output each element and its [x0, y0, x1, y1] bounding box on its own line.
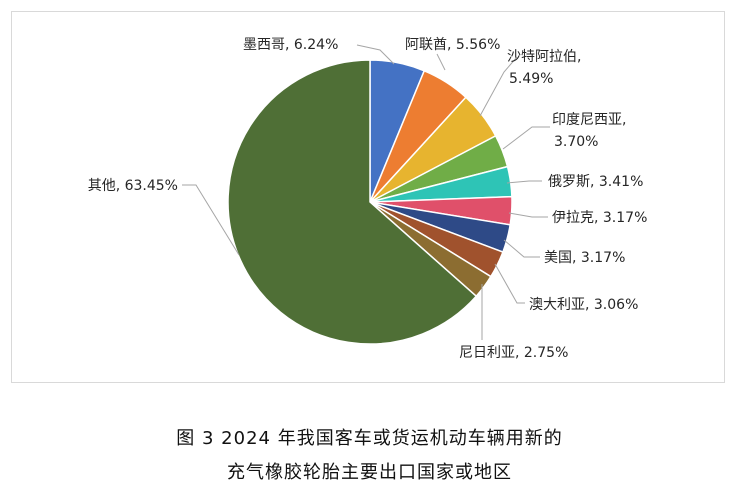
slice-label-4: 印度尼西亚, 3.70% [552, 112, 626, 150]
figure-caption-line-1: 图 3 2024 年我国客车或货运机动车辆用新的 [176, 428, 563, 449]
slice-label-1: 墨西哥, 6.24% [243, 37, 338, 53]
slice-label-5: 俄罗斯, 3.41% [548, 174, 643, 190]
slice-label-name: 印度尼西亚, [552, 112, 626, 128]
slice-label-value: 3.70% [554, 134, 598, 150]
leader-line-2 [436, 53, 446, 71]
figure-caption-line-2: 充气橡胶轮胎主要出口国家或地区 [227, 462, 512, 483]
leader-line-4 [502, 126, 550, 150]
leader-line-6 [508, 212, 548, 218]
pie-chart: 墨西哥, 6.24% 阿联酋, 5.56% 沙特阿拉伯, 5.49% 印度尼西亚, 3.7… [88, 36, 648, 361]
slice-label-name: 沙特阿拉伯, [507, 49, 581, 65]
leader-line-3 [479, 56, 518, 117]
slice-label-10: 其他, 63.45% [88, 178, 178, 194]
slice-label-3: 沙特阿拉伯, 5.49% [507, 49, 581, 87]
leader-lines [182, 44, 550, 340]
slice-label-8: 澳大利亚, 3.06% [529, 297, 638, 313]
slice-labels: 墨西哥, 6.24% 阿联酋, 5.56% 沙特阿拉伯, 5.49% 印度尼西亚, 3.7… [88, 36, 648, 361]
slice-label-6: 伊拉克, 3.17% [552, 210, 647, 226]
slice-label-7: 美国, 3.17% [544, 250, 625, 266]
slice-label-9: 尼日利亚, 2.75% [459, 345, 568, 361]
chart-frame: 墨西哥, 6.24% 阿联酋, 5.56% 沙特阿拉伯, 5.49% 印度尼西亚, 3.7… [11, 11, 725, 383]
pie-slices [227, 59, 513, 345]
leader-line-7 [503, 239, 540, 258]
leader-line-5 [506, 180, 542, 184]
leader-line-10 [182, 184, 240, 256]
leader-line-8 [494, 263, 525, 304]
pie-slice-10 [227, 59, 478, 345]
slice-label-value: 5.49% [509, 71, 553, 87]
leader-line-1 [356, 44, 395, 65]
slice-label-2: 阿联酋, 5.56% [405, 36, 500, 53]
